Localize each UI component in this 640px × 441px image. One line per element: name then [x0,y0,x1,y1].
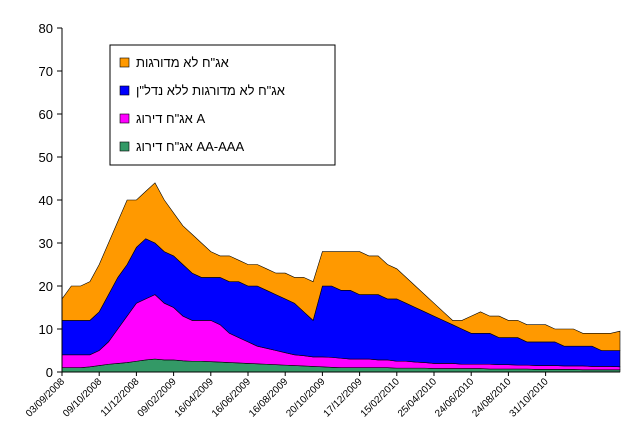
y-tick-label: 80 [39,21,53,36]
y-tick-label: 0 [46,365,53,380]
legend-label: אג"ח לא מדורגות ללא נדל"ן [136,83,285,98]
legend-label: אג"ח דירוג AA-AAA [136,139,244,154]
legend-swatch [119,113,130,124]
y-tick-label: 30 [39,236,53,251]
y-tick-label: 60 [39,107,53,122]
y-tick-label: 70 [39,64,53,79]
legend-swatch [119,141,130,152]
y-tick-label: 40 [39,193,53,208]
legend-box [109,44,336,166]
y-tick-label: 20 [39,279,53,294]
legend-swatch [119,85,130,96]
area [61,182,621,351]
legend-label: אג"ח לא מדורגות [136,55,229,70]
y-tick-label: 50 [39,150,53,165]
legend-swatch [119,57,130,68]
legend-label: אג"ח דירוג A [136,111,205,126]
y-tick-label: 10 [39,322,53,337]
